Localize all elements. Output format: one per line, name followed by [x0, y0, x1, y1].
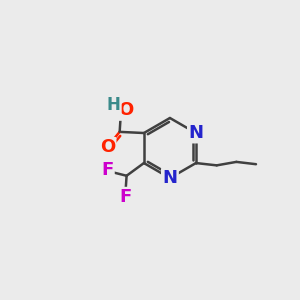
Text: O: O: [100, 138, 115, 156]
Text: N: N: [162, 169, 177, 187]
Text: N: N: [188, 124, 203, 142]
Text: O: O: [118, 101, 134, 119]
Text: F: F: [119, 188, 132, 206]
Text: F: F: [101, 161, 113, 179]
Text: H: H: [106, 96, 120, 114]
